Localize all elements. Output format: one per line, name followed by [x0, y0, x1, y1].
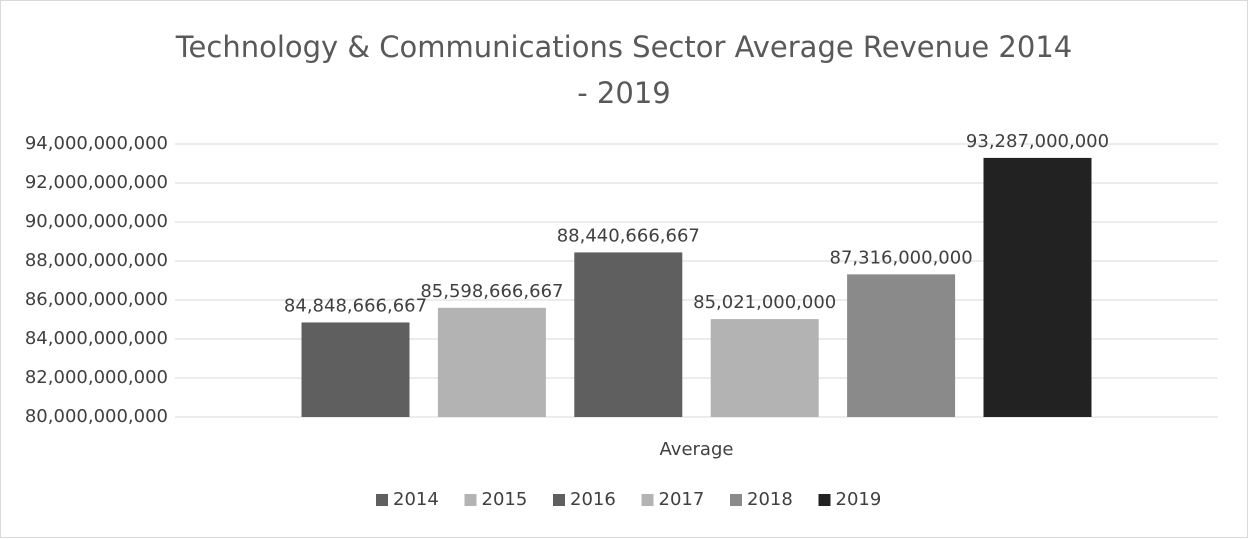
legend-swatch	[553, 494, 565, 506]
data-label: 85,021,000,000	[693, 292, 836, 313]
y-tick-label: 86,000,000,000	[25, 289, 168, 310]
y-tick-label: 82,000,000,000	[25, 367, 168, 388]
legend-label: 2015	[482, 489, 528, 510]
legend-swatch	[376, 494, 388, 506]
bar	[983, 157, 1092, 417]
bar	[574, 252, 683, 417]
x-tick-label: Average	[660, 439, 734, 460]
legend-label: 2018	[747, 489, 793, 510]
data-label: 87,316,000,000	[830, 247, 973, 268]
bar	[437, 307, 546, 417]
y-tick-label: 84,000,000,000	[25, 328, 168, 349]
legend-label: 2014	[393, 489, 439, 510]
data-label: 85,598,666,667	[420, 281, 563, 302]
legend-label: 2016	[570, 489, 616, 510]
legend-swatch	[464, 494, 477, 506]
y-tick-label: 94,000,000,000	[25, 133, 168, 154]
data-label: 88,440,666,667	[557, 225, 700, 246]
y-tick-label: 88,000,000,000	[25, 250, 168, 271]
y-tick-label: 80,000,000,000	[25, 406, 168, 427]
bar	[710, 319, 819, 417]
y-tick-label: 92,000,000,000	[25, 172, 168, 193]
legend-swatch	[818, 494, 831, 506]
data-label: 93,287,000,000	[966, 131, 1109, 152]
bar	[847, 274, 956, 417]
legend-label: 2017	[659, 489, 705, 510]
y-tick-label: 90,000,000,000	[25, 211, 168, 232]
chart-title: Technology & Communications Sector Avera…	[175, 30, 1073, 110]
legend-label: 2019	[836, 489, 882, 510]
legend-swatch	[641, 494, 654, 506]
legend-swatch	[730, 494, 742, 506]
bar	[301, 322, 410, 417]
data-label: 84,848,666,667	[284, 295, 427, 316]
